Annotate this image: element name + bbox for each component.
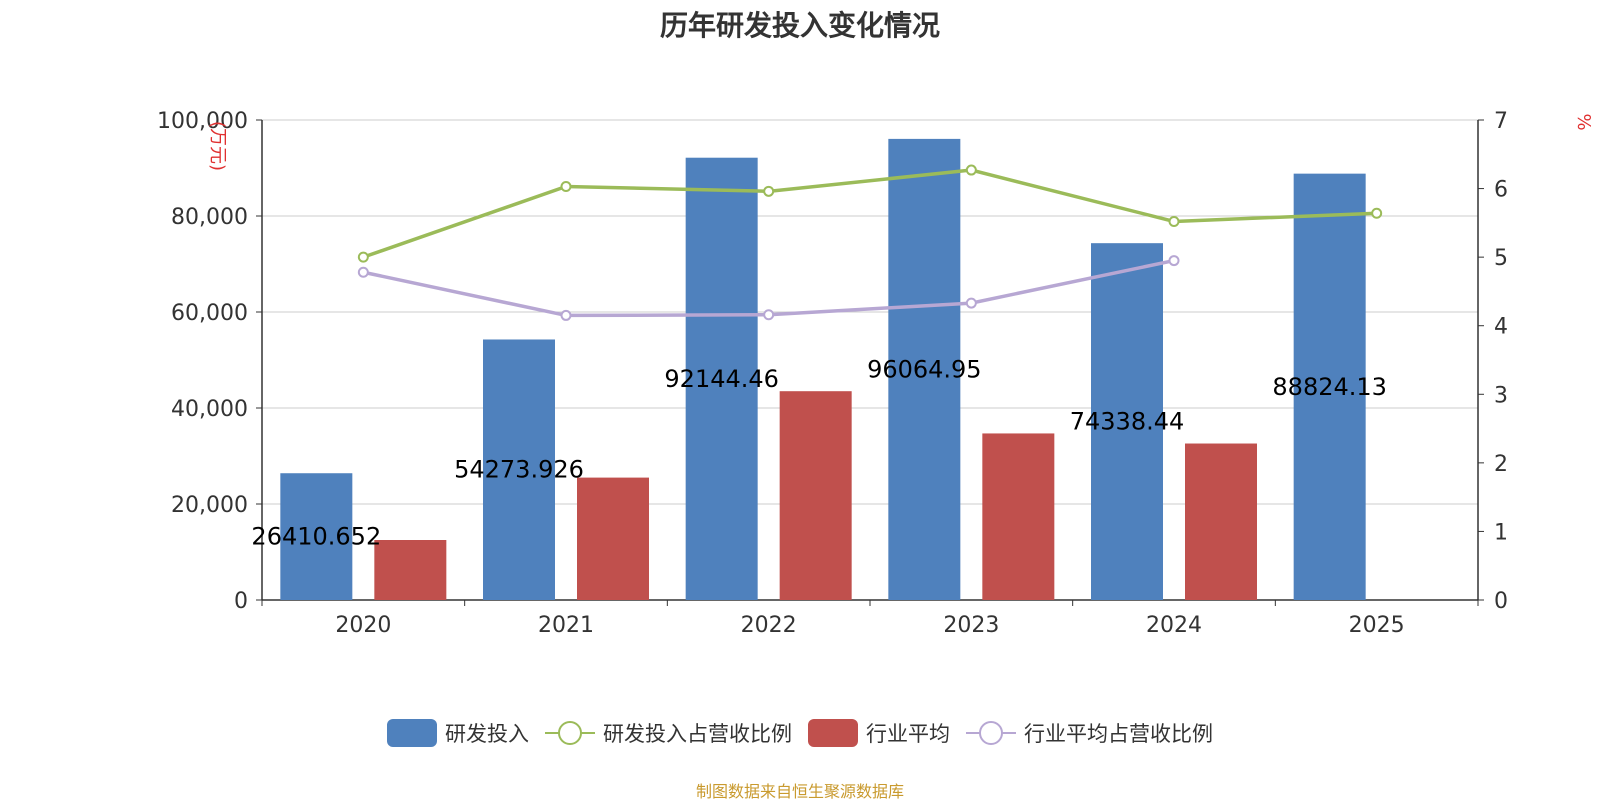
point-rd-ratio bbox=[357, 251, 369, 263]
legend-swatch-rd-investment bbox=[387, 719, 437, 747]
y-right-tick-label: 0 bbox=[1494, 589, 1508, 614]
line-industry-ratio bbox=[362, 258, 1175, 318]
line-rd-ratio bbox=[362, 168, 1377, 259]
bar-industry-average bbox=[374, 540, 447, 600]
data-label-rd-investment: 88824.13 bbox=[1272, 373, 1387, 401]
legend-swatch-industry-ratio bbox=[966, 719, 1016, 747]
chart-legend: 研发投入 研发投入占营收比例 行业平均 行业平均占营收比例 bbox=[0, 718, 1600, 748]
bar-rd-investment bbox=[685, 157, 758, 600]
y-left-tick-label: 100,000 bbox=[157, 109, 248, 134]
bar-industry-average bbox=[1185, 443, 1257, 600]
bar-rd-investment bbox=[1091, 243, 1163, 601]
x-tick-label: 2021 bbox=[538, 613, 594, 638]
point-rd-ratio bbox=[1371, 207, 1383, 219]
point-rd-ratio bbox=[560, 181, 572, 193]
y-right-tick-label: 4 bbox=[1494, 315, 1508, 340]
legend-item-industry-ratio[interactable]: 行业平均占营收比例 bbox=[966, 718, 1213, 748]
point-rd-ratio bbox=[1168, 215, 1180, 227]
y-left-tick-label: 40,000 bbox=[171, 397, 248, 422]
x-tick-label: 2020 bbox=[335, 613, 391, 638]
legend-label: 行业平均 bbox=[866, 722, 950, 746]
data-label-rd-investment: 92144.46 bbox=[664, 365, 779, 393]
y-right-tick-label: 1 bbox=[1494, 520, 1508, 545]
y-right-axis-label: % bbox=[1573, 113, 1594, 130]
point-rd-ratio bbox=[763, 185, 775, 197]
legend-item-industry-average[interactable]: 行业平均 bbox=[808, 718, 950, 748]
data-label-rd-investment: 54273.926 bbox=[454, 456, 584, 484]
x-tick-label: 2024 bbox=[1146, 613, 1202, 638]
legend-label: 行业平均占营收比例 bbox=[1024, 722, 1213, 746]
y-right-tick-label: 3 bbox=[1494, 383, 1508, 408]
y-right-tick-label: 2 bbox=[1494, 452, 1508, 477]
legend-swatch-industry-average bbox=[808, 719, 858, 747]
point-rd-ratio bbox=[965, 164, 977, 176]
point-industry-ratio bbox=[560, 309, 572, 321]
y-right-tick-label: 5 bbox=[1494, 246, 1508, 271]
y-left-axis-label: (万元) bbox=[207, 121, 228, 171]
y-right-tick-label: 7 bbox=[1494, 109, 1508, 134]
data-label-rd-investment: 74338.44 bbox=[1070, 408, 1185, 436]
y-left-tick-label: 60,000 bbox=[171, 301, 248, 326]
y-right-tick-label: 6 bbox=[1494, 178, 1508, 203]
y-left-tick-label: 80,000 bbox=[171, 205, 248, 230]
bar-industry-average bbox=[779, 391, 852, 600]
x-tick-label: 2023 bbox=[943, 613, 999, 638]
bar-industry-average bbox=[577, 477, 649, 600]
bar-rd-investment bbox=[1293, 173, 1366, 601]
point-industry-ratio bbox=[763, 309, 775, 321]
point-industry-ratio bbox=[1168, 255, 1180, 267]
bar-industry-average bbox=[982, 433, 1055, 600]
bar-rd-investment bbox=[888, 138, 961, 600]
x-tick-label: 2022 bbox=[741, 613, 797, 638]
legend-label: 研发投入 bbox=[445, 722, 529, 746]
chart-title: 历年研发投入变化情况 bbox=[659, 9, 940, 42]
y-left-tick-label: 0 bbox=[234, 589, 248, 614]
x-tick-label: 2025 bbox=[1349, 613, 1405, 638]
legend-item-rd-ratio[interactable]: 研发投入占营收比例 bbox=[545, 718, 792, 748]
legend-label: 研发投入占营收比例 bbox=[603, 722, 792, 746]
data-label-rd-investment: 26410.652 bbox=[251, 523, 381, 551]
legend-item-rd-investment[interactable]: 研发投入 bbox=[387, 718, 529, 748]
data-source-note: 制图数据来自恒生聚源数据库 bbox=[695, 782, 904, 801]
legend-swatch-rd-ratio bbox=[545, 719, 595, 747]
bar-rd-investment bbox=[483, 339, 555, 600]
point-industry-ratio bbox=[965, 297, 977, 309]
y-left-tick-label: 20,000 bbox=[171, 493, 248, 518]
point-industry-ratio bbox=[357, 266, 369, 278]
data-label-rd-investment: 96064.95 bbox=[867, 355, 982, 383]
bar-rd-investment bbox=[280, 473, 353, 600]
